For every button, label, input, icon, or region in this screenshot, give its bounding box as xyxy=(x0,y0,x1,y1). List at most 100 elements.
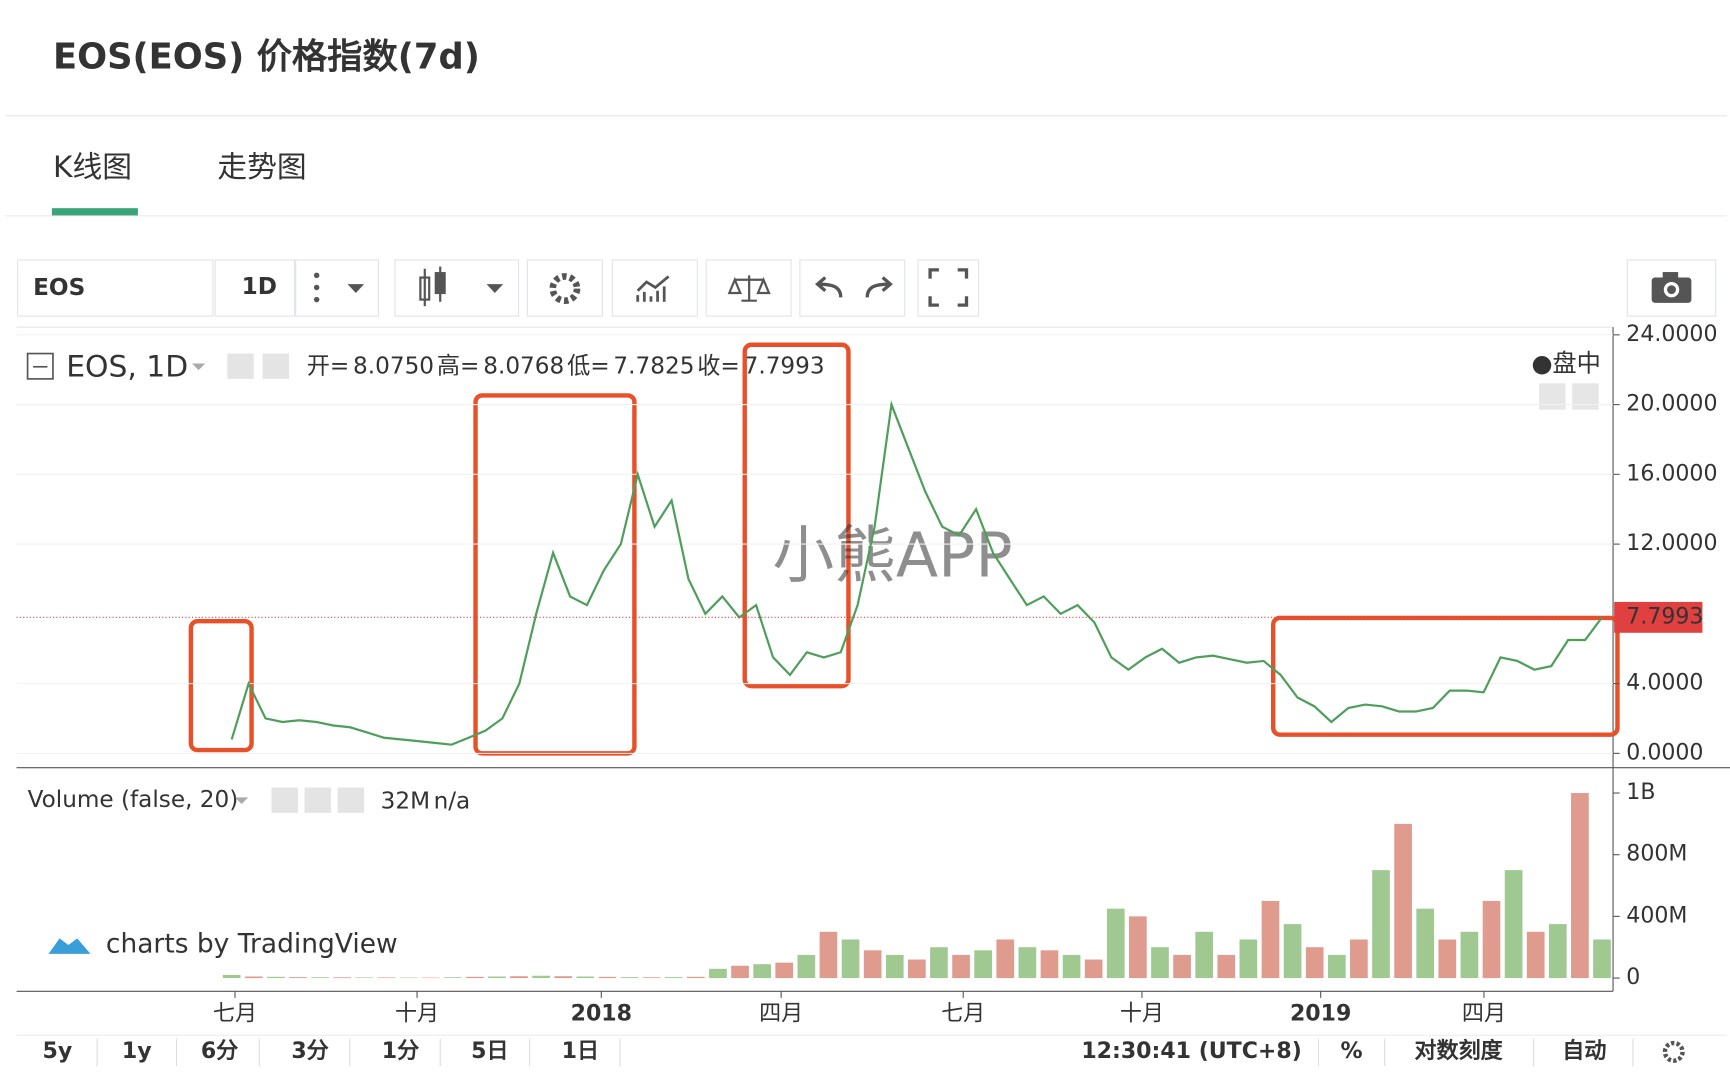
settings-button[interactable] xyxy=(526,259,603,317)
volume-bar xyxy=(863,950,882,979)
close-icon[interactable] xyxy=(337,787,365,813)
x-tick-label: 四月 xyxy=(759,1001,803,1026)
volume-last: 32M xyxy=(381,788,430,814)
gear-icon[interactable] xyxy=(304,787,331,813)
volume-bar xyxy=(1548,924,1567,979)
volume-bar xyxy=(1526,931,1545,979)
volume-bar xyxy=(1571,793,1589,979)
volume-bar xyxy=(333,977,352,979)
volume-bar xyxy=(797,954,816,979)
ohlc-value: 8.0750 xyxy=(353,353,434,379)
watermark: 小熊APP xyxy=(772,520,1012,592)
last-price-label: 7.7993 xyxy=(1626,604,1703,629)
settings-icon xyxy=(1662,1040,1685,1063)
volume-bar xyxy=(222,974,241,979)
camera-icon xyxy=(1651,272,1692,303)
volume-bar xyxy=(1394,823,1412,979)
volume-bar xyxy=(443,977,462,979)
volume-bar xyxy=(1504,870,1523,979)
volume-bar xyxy=(1593,939,1611,979)
last-price-box xyxy=(1614,601,1703,633)
volume-bar xyxy=(1416,908,1435,979)
volume-bar xyxy=(1482,900,1501,979)
volume-bar xyxy=(996,939,1015,979)
volume-bar xyxy=(355,977,374,979)
ohlc-legend: 开= 8.0750 高= 8.0768 低= 7.7825 收= 7.7993 xyxy=(307,353,825,379)
volume-bar xyxy=(488,976,506,979)
bottom-bar: 5y 1y 6分 3分 1分 5日 1日 12:30:41 (UTC+8)% 对数刻度 自动 xyxy=(43,1038,1685,1067)
scroll-button[interactable] xyxy=(1572,383,1599,410)
menu-button[interactable] xyxy=(295,259,379,317)
range-button[interactable]: 1日 xyxy=(562,1039,599,1064)
volume-bar xyxy=(952,954,970,979)
fullscreen-button[interactable] xyxy=(917,259,980,317)
volume-bar xyxy=(311,977,329,979)
symbol-box[interactable] xyxy=(17,259,214,317)
range-button[interactable]: 1分 xyxy=(382,1039,419,1064)
volume-bar xyxy=(1327,954,1346,979)
bottom-percent[interactable]: % xyxy=(1341,1039,1363,1064)
range-button[interactable]: 1y xyxy=(122,1039,152,1064)
dropdown-icon[interactable] xyxy=(235,797,249,805)
range-button[interactable]: 5日 xyxy=(471,1039,508,1064)
volume-bar xyxy=(1151,947,1169,979)
scroll-button[interactable] xyxy=(1539,383,1566,410)
volume-bar xyxy=(642,977,661,979)
range-button[interactable]: 3分 xyxy=(291,1039,328,1064)
bottom-auto[interactable]: 自动 xyxy=(1562,1038,1606,1064)
fullscreen-icon xyxy=(928,268,969,307)
ohlc-label: 低= xyxy=(567,353,610,379)
volume-bar xyxy=(1239,939,1258,979)
eye-icon[interactable] xyxy=(271,787,298,813)
candle-icon xyxy=(419,266,446,307)
gear-icon xyxy=(549,273,581,304)
volume-bar xyxy=(289,977,307,979)
title: EOS(EOS) 价格指数(7d) xyxy=(53,36,480,77)
range-button[interactable]: 6分 xyxy=(201,1039,238,1064)
volume-bar xyxy=(620,977,639,979)
highlight-box xyxy=(742,342,851,689)
range-button[interactable]: 5y xyxy=(43,1039,73,1064)
chart-style-button[interactable] xyxy=(394,259,520,317)
bottom-time: 12:30:41 (UTC+8) xyxy=(1081,1039,1301,1064)
gear-icon[interactable] xyxy=(262,353,290,379)
volume-bar xyxy=(465,976,484,979)
symbol[interactable]: EOS xyxy=(33,275,85,301)
collapse-icon[interactable] xyxy=(26,352,54,380)
volume-bar xyxy=(598,976,617,979)
ohlc-value: 7.7993 xyxy=(744,353,825,379)
credit[interactable]: charts by TradingView xyxy=(106,929,398,960)
volume-bar xyxy=(1129,916,1147,979)
bottom-log[interactable]: 对数刻度 xyxy=(1414,1038,1503,1064)
ohlc-value: 8.0768 xyxy=(483,353,564,379)
ohlc-label: 收= xyxy=(697,353,740,379)
volume-bar xyxy=(1261,900,1280,979)
undo-icon xyxy=(815,276,893,298)
volume-bar xyxy=(930,947,948,979)
volume-bar xyxy=(1438,939,1457,979)
volume-bar xyxy=(1460,931,1479,979)
volume-bar xyxy=(1305,947,1324,979)
interval[interactable]: 1D xyxy=(242,274,277,300)
interval-box[interactable] xyxy=(214,259,296,317)
y-tick-label: 0 xyxy=(1626,965,1640,990)
y-tick-label: 12.0000 xyxy=(1626,531,1717,556)
volume-bar xyxy=(267,976,285,979)
highlight-box xyxy=(1271,615,1620,737)
volume-bar xyxy=(244,976,263,979)
dropdown-icon[interactable] xyxy=(191,363,206,371)
undo-redo[interactable] xyxy=(799,259,906,317)
eye-icon[interactable] xyxy=(227,353,254,379)
volume-bar xyxy=(1217,954,1236,979)
highlight-box xyxy=(188,618,254,753)
volume-bar xyxy=(377,977,396,979)
volume-bar xyxy=(1283,924,1302,979)
volume-bar xyxy=(1372,870,1390,979)
volume-bar xyxy=(841,939,860,979)
tab[interactable]: K线图 xyxy=(53,150,132,185)
y-tick-label: 4.0000 xyxy=(1626,671,1703,696)
tab[interactable]: 走势图 xyxy=(217,150,306,185)
volume-bar xyxy=(1018,947,1037,979)
x-tick-label: 七月 xyxy=(941,1001,985,1026)
